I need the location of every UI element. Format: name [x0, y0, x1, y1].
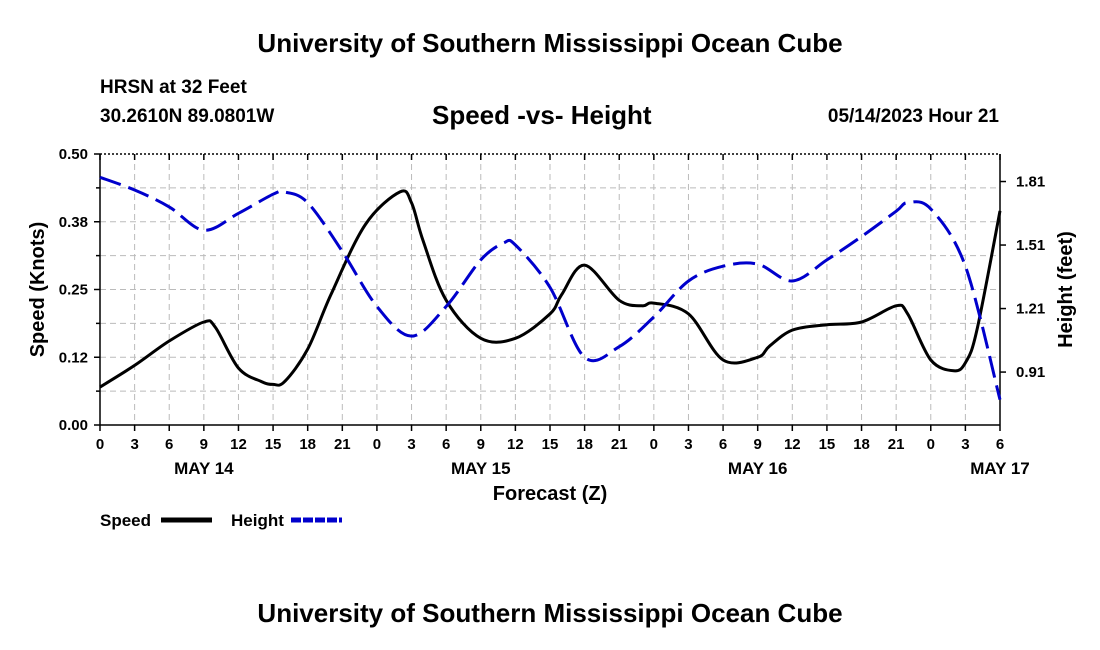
height-series-line — [99, 175, 1002, 400]
x-date-label: MAY 15 — [451, 459, 511, 478]
footer-title: University of Southern Mississippi Ocean… — [257, 598, 843, 628]
x-tick-label: 6 — [996, 436, 1004, 453]
x-tick-label: 3 — [961, 436, 969, 453]
x-tick-label: 6 — [442, 436, 450, 453]
legend-label-height: Height — [231, 511, 284, 530]
y-tick-label: 0.25 — [59, 282, 88, 299]
x-date-label: MAY 16 — [728, 459, 788, 478]
x-tick-label: 0 — [927, 436, 935, 453]
x-date-label: MAY 17 — [970, 459, 1030, 478]
y-axis-title: Speed (Knots) — [27, 222, 49, 358]
y-tick-label: 0.38 — [59, 214, 88, 231]
y2-tick-label: 0.91 — [1016, 364, 1045, 381]
x-tick-label: 21 — [888, 436, 905, 453]
x-tick-label: 6 — [165, 436, 173, 453]
speed-series-line — [99, 189, 1002, 389]
y-tick-label: 0.50 — [59, 146, 88, 163]
x-tick-label: 12 — [784, 436, 801, 453]
x-tick-label: 12 — [507, 436, 524, 453]
x-tick-label: 15 — [542, 436, 559, 453]
y2-axis-title: Height (feet) — [1055, 231, 1077, 348]
x-tick-label: 3 — [407, 436, 415, 453]
x-tick-label: 0 — [650, 436, 658, 453]
x-tick-label: 3 — [684, 436, 692, 453]
station-label: HRSN at 32 Feet — [100, 77, 247, 98]
x-tick-label: 9 — [477, 436, 485, 453]
x-tick-label: 12 — [230, 436, 247, 453]
x-tick-label: 21 — [334, 436, 351, 453]
x-tick-label: 9 — [200, 436, 208, 453]
y-tick-label: 0.12 — [59, 349, 88, 366]
x-tick-label: 0 — [373, 436, 381, 453]
legend-label-speed: Speed — [100, 511, 151, 530]
forecast-datetime: 05/14/2023 Hour 21 — [827, 106, 999, 127]
y2-tick-label: 1.81 — [1016, 174, 1045, 191]
x-date-label: MAY 14 — [174, 459, 234, 478]
chart-title: Speed -vs- Height — [432, 100, 652, 130]
x-tick-label: 18 — [853, 436, 870, 453]
y2-tick-label: 1.21 — [1016, 301, 1045, 318]
y-tick-label: 0.00 — [59, 417, 88, 434]
x-axis-title: Forecast (Z) — [493, 483, 607, 505]
x-tick-label: 21 — [611, 436, 628, 453]
x-tick-label: 9 — [754, 436, 762, 453]
x-tick-label: 0 — [96, 436, 104, 453]
x-tick-label: 15 — [265, 436, 282, 453]
x-tick-label: 6 — [719, 436, 727, 453]
station-coords: 30.2610N 89.0801W — [100, 106, 275, 127]
y2-tick-label: 1.51 — [1016, 237, 1045, 254]
x-tick-label: 18 — [576, 436, 593, 453]
page-title: University of Southern Mississippi Ocean… — [257, 28, 843, 58]
x-tick-label: 15 — [819, 436, 836, 453]
x-tick-label: 3 — [130, 436, 138, 453]
x-tick-label: 18 — [299, 436, 316, 453]
